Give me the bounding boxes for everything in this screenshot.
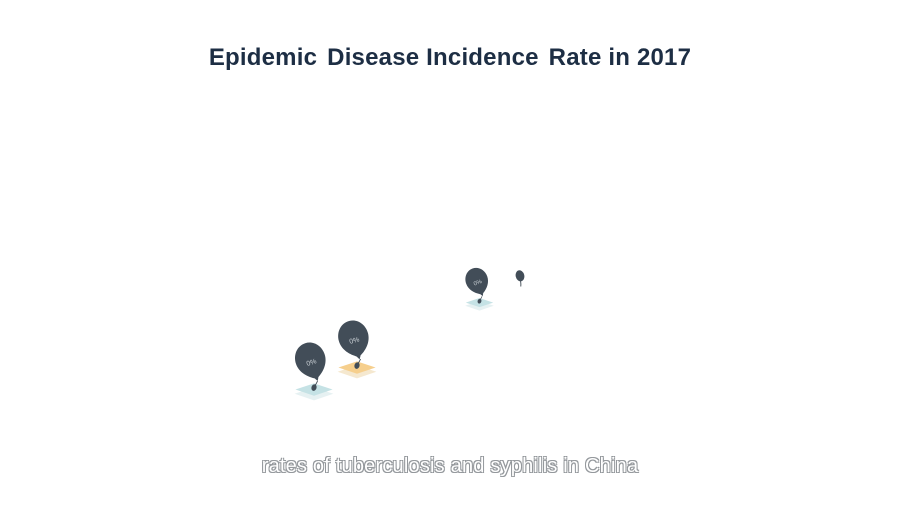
page-title-part-3: Rate in 2017 (548, 44, 692, 71)
balloon-nub (480, 293, 484, 297)
balloon-marker-4 (515, 270, 525, 287)
page-title-part-2: Disease Incidence (327, 44, 539, 71)
balloon-body-group: 0% (465, 267, 489, 297)
balloon-marker-1: 0% (294, 342, 334, 401)
balloon-body (338, 320, 369, 357)
page-title: Epidemic Disease Incidence Rate in 2017 (0, 44, 900, 72)
balloon-marker-3: 0% (465, 267, 494, 311)
balloon-body (515, 270, 525, 282)
balloon-nub (314, 377, 319, 381)
balloon-marker-2: 0% (337, 320, 377, 379)
balloon-knot (477, 298, 482, 304)
balloon-body-group: 0% (295, 342, 326, 381)
balloon-body (465, 267, 489, 295)
caption-subtitle: rates of tuberculosis and syphilis in Ch… (261, 455, 639, 477)
balloon-body-group: 0% (338, 320, 369, 360)
balloon-value-label: 0% (306, 358, 318, 368)
balloon-value-label: 0% (349, 336, 361, 345)
balloon-body (295, 342, 326, 379)
balloon-knot (311, 384, 317, 391)
balloon-knot (354, 362, 360, 369)
page-title-part-1: Epidemic (208, 44, 318, 71)
balloon-value-label: 0% (473, 279, 483, 287)
balloon-nub (356, 355, 361, 360)
